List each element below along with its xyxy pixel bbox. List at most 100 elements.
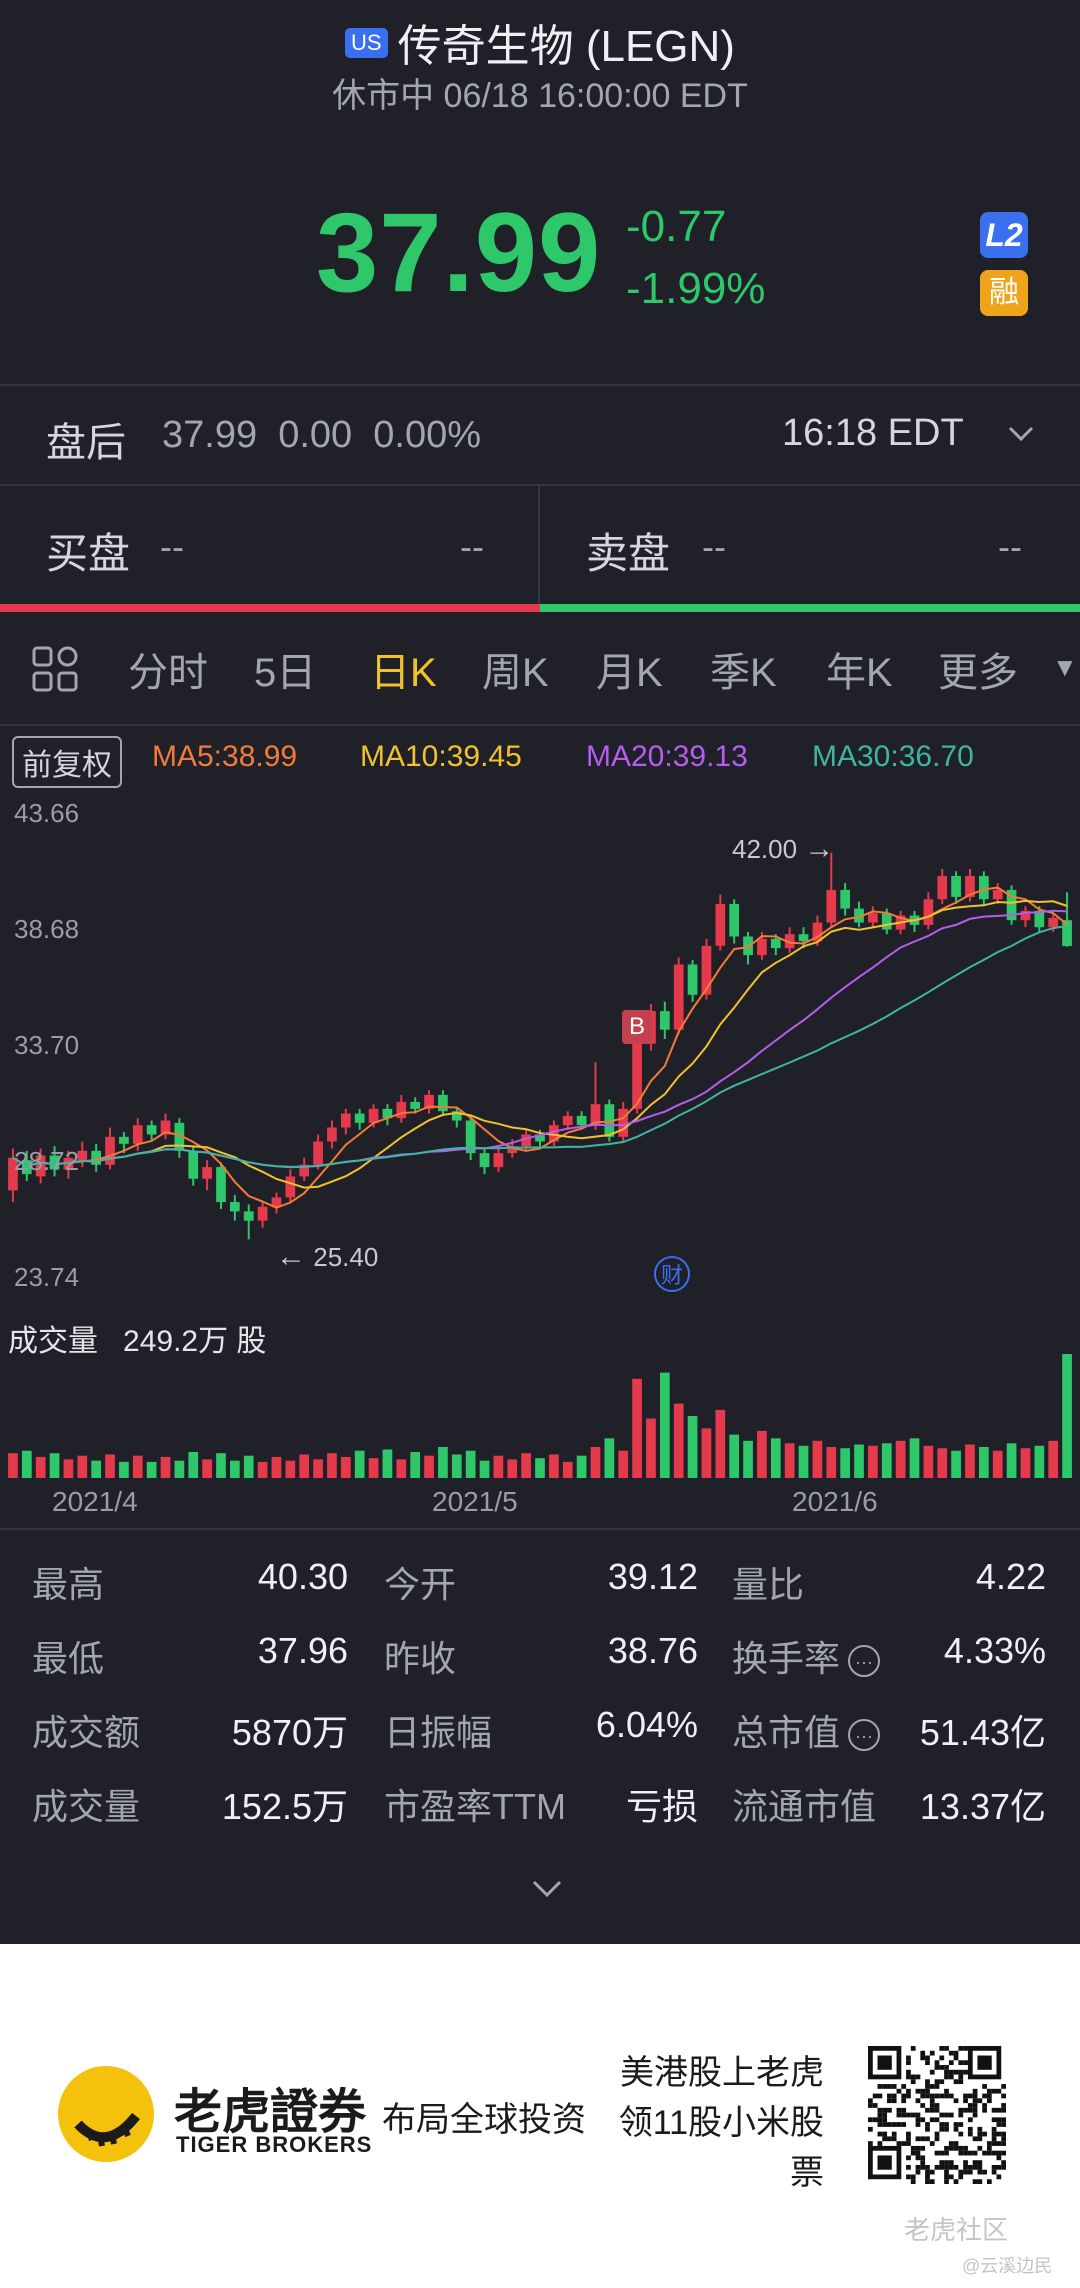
candle <box>299 1164 310 1177</box>
stat-value: 152.5万 <box>221 1786 348 1827</box>
stock-name: 传奇生物 (LEGN) <box>397 22 735 71</box>
info-icon[interactable]: ··· <box>848 1719 881 1752</box>
volume-bar <box>978 1447 989 1478</box>
volume-bar <box>438 1447 448 1478</box>
caret-down-icon[interactable]: ▼ <box>1052 652 1078 682</box>
candle <box>119 1136 129 1144</box>
volume-bar <box>202 1459 212 1478</box>
stat-label: 成交额 <box>32 1712 141 1753</box>
volume-bar <box>77 1455 88 1478</box>
volume-bar <box>340 1456 351 1478</box>
margin-badge[interactable]: 融 <box>980 270 1028 316</box>
volume-bar <box>327 1453 337 1478</box>
level2-badge[interactable]: L2 <box>980 212 1028 258</box>
ask-label: 卖盘 <box>586 530 671 577</box>
volume-bar <box>618 1450 629 1478</box>
candle <box>951 875 961 897</box>
candle <box>216 1167 226 1203</box>
volume-label: 成交量 249.2万 股 <box>8 1325 267 1358</box>
volume-bar <box>465 1450 476 1478</box>
volume-bar <box>479 1460 490 1478</box>
candle <box>368 1108 379 1123</box>
ma20-value: MA20:39.13 <box>586 740 748 773</box>
y-tick-label: 28.72 <box>14 1146 80 1176</box>
stat-label: 流通市值 <box>732 1786 877 1827</box>
bid-price: -- <box>160 526 184 567</box>
volume-bar <box>632 1378 642 1478</box>
volume-bar <box>659 1372 670 1478</box>
volume-bar <box>770 1438 781 1478</box>
layout-grid-icon[interactable] <box>32 646 78 692</box>
candle <box>618 1108 629 1137</box>
volume-bar <box>604 1438 615 1478</box>
candlestick-chart[interactable] <box>0 790 1080 1310</box>
tab-yearly-k[interactable]: 年K <box>826 651 893 695</box>
stat-value: 4.22 <box>975 1556 1046 1597</box>
candle <box>105 1136 115 1165</box>
tab-quarterly-k[interactable]: 季K <box>710 651 777 695</box>
stat-label: 日振幅 <box>384 1712 493 1753</box>
candle <box>562 1115 573 1126</box>
earnings-marker[interactable]: 财 <box>654 1256 690 1292</box>
x-axis-label: 2021/4 <box>52 1486 138 1517</box>
tab-5day[interactable]: 5日 <box>254 651 317 695</box>
after-hours-time[interactable]: 16:18 EDT <box>782 412 964 454</box>
buy-marker[interactable]: B <box>622 1010 652 1044</box>
divider <box>0 384 1080 386</box>
volume-bar <box>105 1454 115 1478</box>
candle <box>729 903 740 937</box>
stat-label: 最高 <box>32 1564 105 1605</box>
candle <box>271 1197 282 1207</box>
volume-bar <box>132 1455 143 1478</box>
candle <box>188 1150 199 1179</box>
stat-value: 38.76 <box>607 1630 698 1671</box>
candle <box>1048 917 1059 928</box>
tab-weekly-k[interactable]: 周K <box>482 651 549 695</box>
after-hours-values: 37.99 0.00 0.00% <box>162 414 482 456</box>
volume-bar <box>757 1430 767 1478</box>
x-axis-label: 2021/5 <box>432 1486 518 1517</box>
tab-intraday[interactable]: 分时 <box>128 651 208 695</box>
stat-label: 今开 <box>384 1564 457 1605</box>
volume-bar <box>410 1451 421 1478</box>
candle <box>465 1120 476 1154</box>
candle <box>396 1101 407 1119</box>
candle <box>854 908 864 923</box>
stat-value: 13.37亿 <box>919 1786 1046 1827</box>
candle <box>382 1108 393 1119</box>
volume-bar <box>1048 1440 1059 1478</box>
candle <box>202 1167 212 1179</box>
volume-bar <box>965 1444 975 1478</box>
volume-bar <box>424 1455 434 1478</box>
ma5-line <box>12 886 1068 1209</box>
stat-label: 总市值 ··· <box>732 1704 881 1756</box>
candle <box>576 1115 587 1126</box>
last-price: 37.99 <box>316 190 602 315</box>
volume-bar <box>313 1459 323 1478</box>
volume-chart[interactable] <box>0 1350 1080 1480</box>
chevron-down-icon[interactable] <box>1006 418 1036 456</box>
volume-bar <box>1034 1445 1045 1478</box>
brand-name: 老虎證券 <box>174 2086 367 2139</box>
tab-monthly-k[interactable]: 月K <box>596 651 663 695</box>
volume-bar <box>91 1460 102 1478</box>
bid-size: -- <box>460 526 484 567</box>
candle <box>937 875 948 900</box>
volume-bar <box>8 1453 18 1478</box>
volume-bar <box>230 1460 240 1478</box>
price-adjust-button[interactable]: 前复权 <box>12 736 122 788</box>
tab-daily-k[interactable]: 日K <box>370 651 437 695</box>
candle <box>590 1104 601 1126</box>
volume-bar <box>174 1460 185 1478</box>
volume-bar <box>493 1455 504 1478</box>
volume-bar <box>35 1456 46 1478</box>
expand-chevron-icon[interactable] <box>530 1870 564 1909</box>
slogan-promo: 美港股上老虎领11股小米股票 <box>618 2054 824 2192</box>
low-annotation: ← 25.40 <box>276 1240 379 1273</box>
price-change-percent: -1.99% <box>626 264 766 313</box>
volume-bar <box>826 1447 837 1478</box>
candle <box>340 1113 351 1128</box>
info-icon[interactable]: ··· <box>848 1645 881 1678</box>
tab-more[interactable]: 更多 <box>938 651 1018 695</box>
volume-bar <box>743 1440 753 1478</box>
